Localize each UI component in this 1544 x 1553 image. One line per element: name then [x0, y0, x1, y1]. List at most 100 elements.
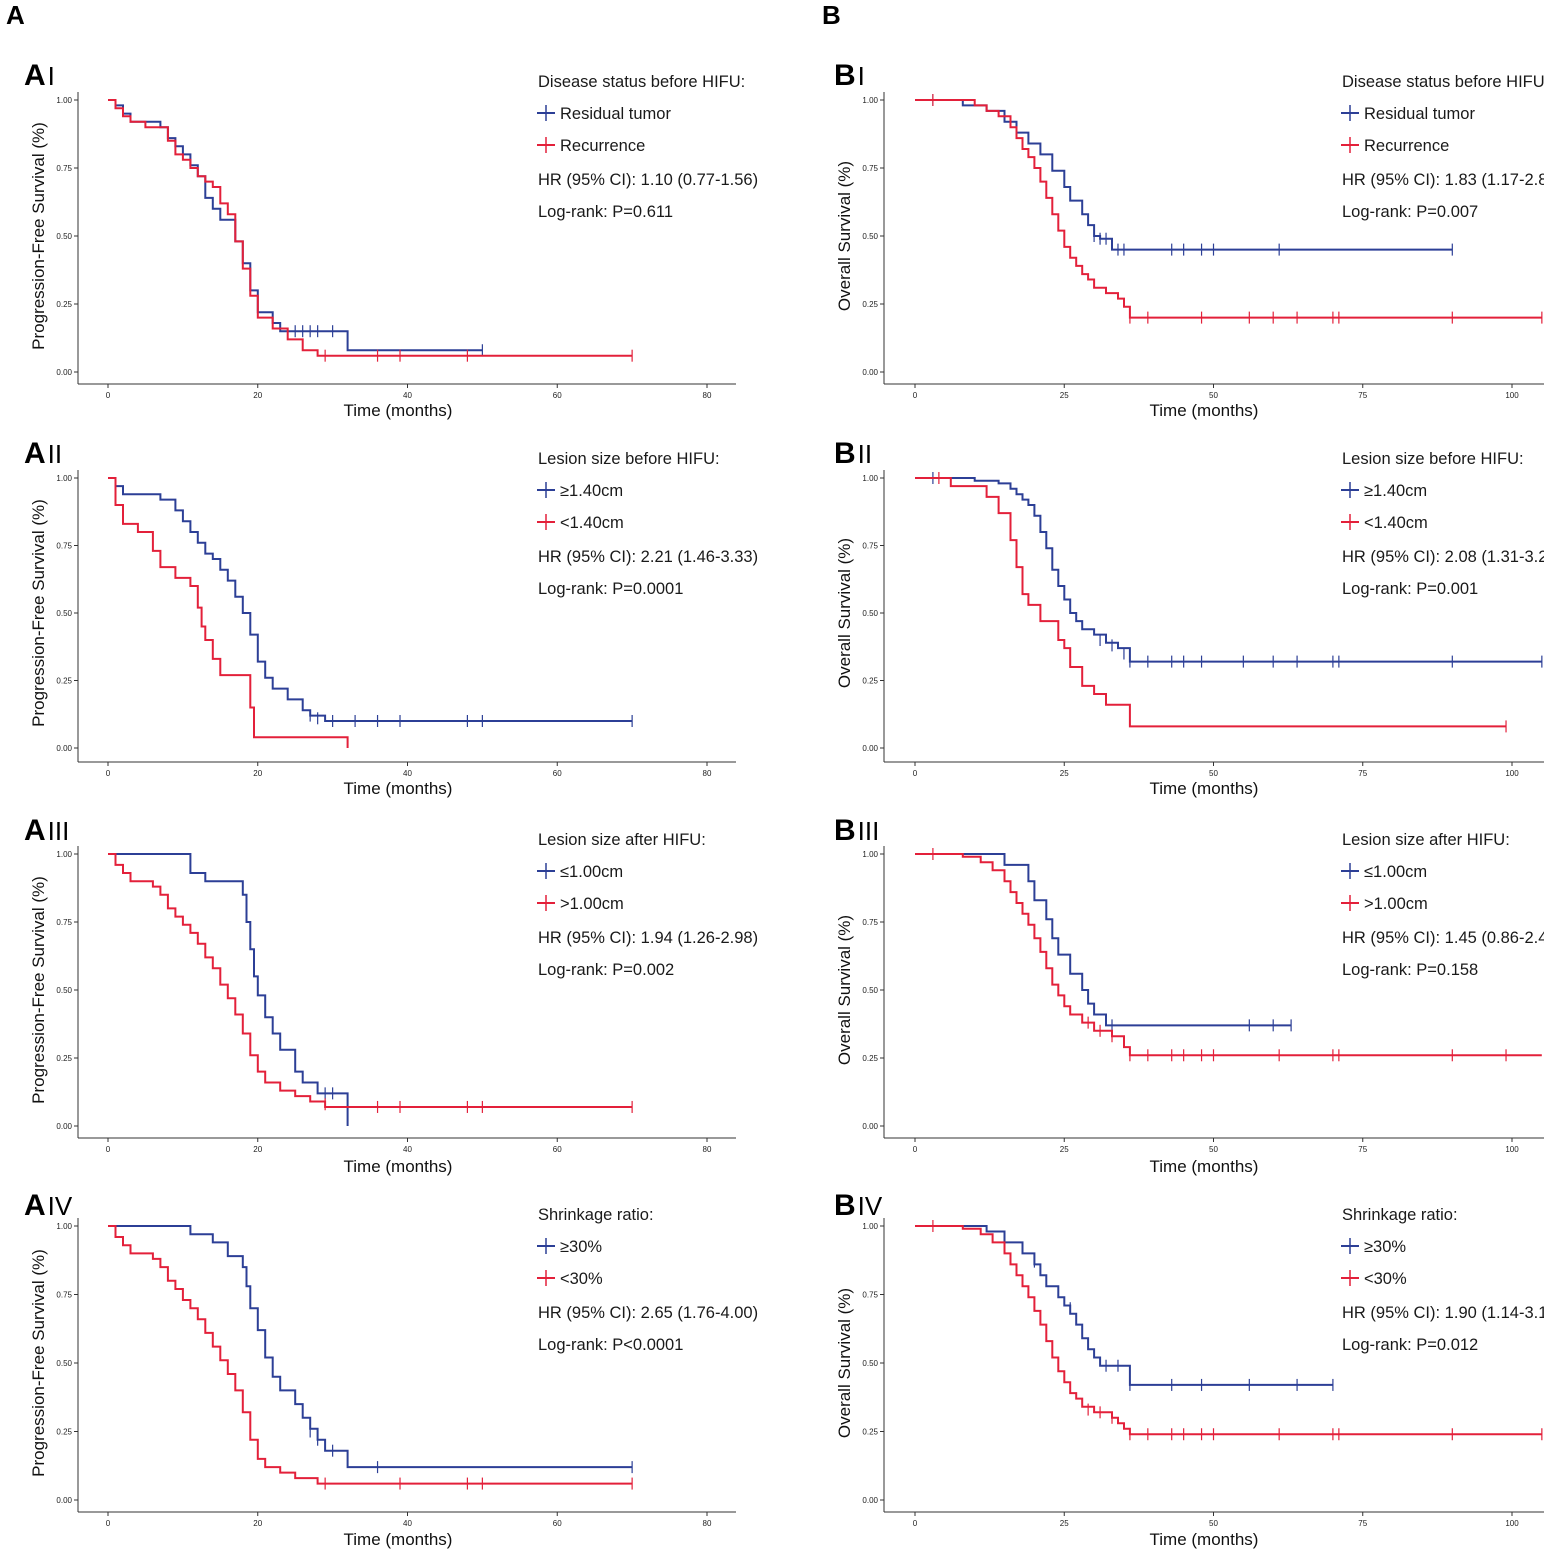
panel-roman: IV — [858, 1191, 883, 1221]
y-tick-label: 0.75 — [862, 164, 878, 173]
legend-item-label: ≤1.00cm — [560, 863, 623, 881]
x-tick-label: 40 — [403, 391, 412, 400]
legend-item-label: ≤1.00cm — [1364, 863, 1427, 881]
legend-item-label: >1.00cm — [560, 895, 624, 913]
hazard-ratio-text: HR (95% CI): 2.65 (1.76-4.00) — [538, 1304, 758, 1322]
km-panel-aii: AII 0 20 40 60 80 0.00 0.25 0.50 0.75 1.00 Time (mo… — [24, 437, 758, 798]
y-axis-title: Overall Survival (%) — [835, 161, 854, 311]
x-tick-label: 40 — [403, 1145, 412, 1154]
group-label-b: B — [822, 0, 841, 30]
panel-letter: B — [834, 437, 856, 470]
y-axis-title: Progression-Free Survival (%) — [29, 1249, 48, 1477]
panel-label: BIII — [834, 814, 879, 847]
legend: Shrinkage ratio: ≥30% <30% HR (95% CI): 2.6… — [537, 1206, 758, 1354]
y-axis-title: Progression-Free Survival (%) — [29, 122, 48, 350]
hazard-ratio-text: HR (95% CI): 2.08 (1.31-3.29) — [1342, 548, 1544, 566]
legend-item-label: <1.40cm — [1364, 514, 1428, 532]
km-curve-group1 — [108, 853, 349, 1126]
y-tick-label: 0.50 — [56, 1359, 72, 1368]
log-rank-p-text: Log-rank: P=0.001 — [1342, 580, 1478, 598]
y-tick-label: 0.25 — [56, 300, 72, 309]
panel-label: BI — [834, 59, 865, 92]
hazard-ratio-text: HR (95% CI): 1.94 (1.26-2.98) — [538, 929, 758, 947]
km-curve-group1 — [915, 477, 1542, 663]
km-curve-group2 — [108, 99, 633, 357]
x-tick-label: 20 — [253, 769, 262, 778]
legend: Lesion size before HIFU: ≥1.40cm <1.40cm HR… — [537, 450, 758, 598]
y-tick-label: 0.50 — [56, 609, 72, 618]
panel-letter: B — [834, 59, 856, 92]
panel-letter: B — [834, 1189, 856, 1222]
legend-title: Shrinkage ratio: — [1342, 1206, 1458, 1224]
y-tick-label: 0.00 — [862, 1496, 878, 1505]
km-curve-group2 — [915, 477, 1506, 728]
x-tick-label: 60 — [553, 769, 562, 778]
log-rank-p-text: Log-rank: P=0.002 — [538, 961, 674, 979]
y-tick-label: 1.00 — [862, 96, 878, 105]
x-tick-label: 0 — [106, 1145, 111, 1154]
legend-item-label: ≥1.40cm — [1364, 482, 1427, 500]
x-tick-label: 75 — [1358, 391, 1367, 400]
y-tick-label: 0.75 — [56, 164, 72, 173]
legend-item-label: Residual tumor — [560, 105, 671, 123]
x-tick-label: 40 — [403, 769, 412, 778]
x-axis-title: Time (months) — [344, 779, 453, 798]
y-axis-title: Overall Survival (%) — [835, 538, 854, 688]
legend-title: Lesion size before HIFU: — [538, 450, 720, 468]
panel-letter: A — [24, 437, 46, 470]
km-panel-bi: BI 0 25 50 75 100 0.00 0.25 0.50 0.75 1.00 Time (mo… — [834, 59, 1544, 420]
legend-title: Lesion size after HIFU: — [1342, 831, 1510, 849]
legend: Disease status before HIFU: Residual tumo… — [537, 73, 758, 221]
x-tick-label: 60 — [553, 391, 562, 400]
km-curve-group1 — [108, 477, 633, 722]
x-tick-label: 50 — [1209, 769, 1218, 778]
x-tick-label: 25 — [1060, 391, 1069, 400]
y-tick-label: 0.00 — [56, 744, 72, 753]
x-tick-label: 0 — [913, 1145, 918, 1154]
km-panel-aiii: AIII 0 20 40 60 80 0.00 0.25 0.50 0.75 1.00 Time (m… — [24, 814, 758, 1176]
y-tick-label: 1.00 — [56, 1222, 72, 1231]
y-tick-label: 0.50 — [862, 232, 878, 241]
y-tick-label: 1.00 — [862, 1222, 878, 1231]
panel-roman: III — [858, 816, 880, 846]
legend-title: Disease status before HIFU: — [538, 73, 745, 91]
hazard-ratio-text: HR (95% CI): 1.90 (1.14-3.16) — [1342, 1304, 1544, 1322]
log-rank-p-text: Log-rank: P=0.158 — [1342, 961, 1478, 979]
y-tick-label: 0.75 — [862, 542, 878, 551]
panel-label: BIV — [834, 1189, 883, 1222]
x-tick-label: 50 — [1209, 391, 1218, 400]
panel-roman: II — [48, 439, 62, 469]
x-tick-label: 100 — [1505, 769, 1519, 778]
y-tick-label: 1.00 — [862, 474, 878, 483]
km-curve-group2 — [915, 1225, 1542, 1436]
x-tick-label: 0 — [106, 769, 111, 778]
x-tick-label: 80 — [703, 769, 712, 778]
y-tick-label: 1.00 — [56, 474, 72, 483]
km-panel-ai: AI 0 20 40 60 80 0.00 0.25 0.50 0.75 1.00 Time (mon… — [24, 59, 758, 420]
x-tick-label: 75 — [1358, 1145, 1367, 1154]
y-tick-label: 0.25 — [862, 1428, 878, 1437]
y-tick-label: 0.50 — [862, 609, 878, 618]
legend-item-label: ≥30% — [560, 1238, 602, 1256]
log-rank-p-text: Log-rank: P=0.0001 — [538, 580, 683, 598]
x-tick-label: 40 — [403, 1519, 412, 1528]
panel-letter: A — [24, 1189, 46, 1222]
x-axis-title: Time (months) — [344, 401, 453, 420]
km-curve-group2 — [108, 853, 633, 1108]
x-tick-label: 0 — [106, 391, 111, 400]
log-rank-p-text: Log-rank: P=0.012 — [1342, 1336, 1478, 1354]
legend-item-label: Recurrence — [560, 137, 645, 155]
y-tick-label: 0.00 — [862, 1122, 878, 1131]
y-tick-label: 0.25 — [862, 1054, 878, 1063]
km-curve-group2 — [108, 477, 349, 748]
panel-label: AII — [24, 437, 62, 470]
x-tick-label: 100 — [1505, 391, 1519, 400]
legend-item-label: Recurrence — [1364, 137, 1449, 155]
y-tick-label: 0.00 — [56, 368, 72, 377]
legend-item-label: >1.00cm — [1364, 895, 1428, 913]
y-tick-label: 0.75 — [56, 1291, 72, 1300]
legend: Lesion size after HIFU: ≤1.00cm >1.00cm HR … — [537, 831, 758, 979]
y-tick-label: 0.00 — [56, 1496, 72, 1505]
y-tick-label: 0.50 — [862, 986, 878, 995]
x-tick-label: 80 — [703, 1519, 712, 1528]
